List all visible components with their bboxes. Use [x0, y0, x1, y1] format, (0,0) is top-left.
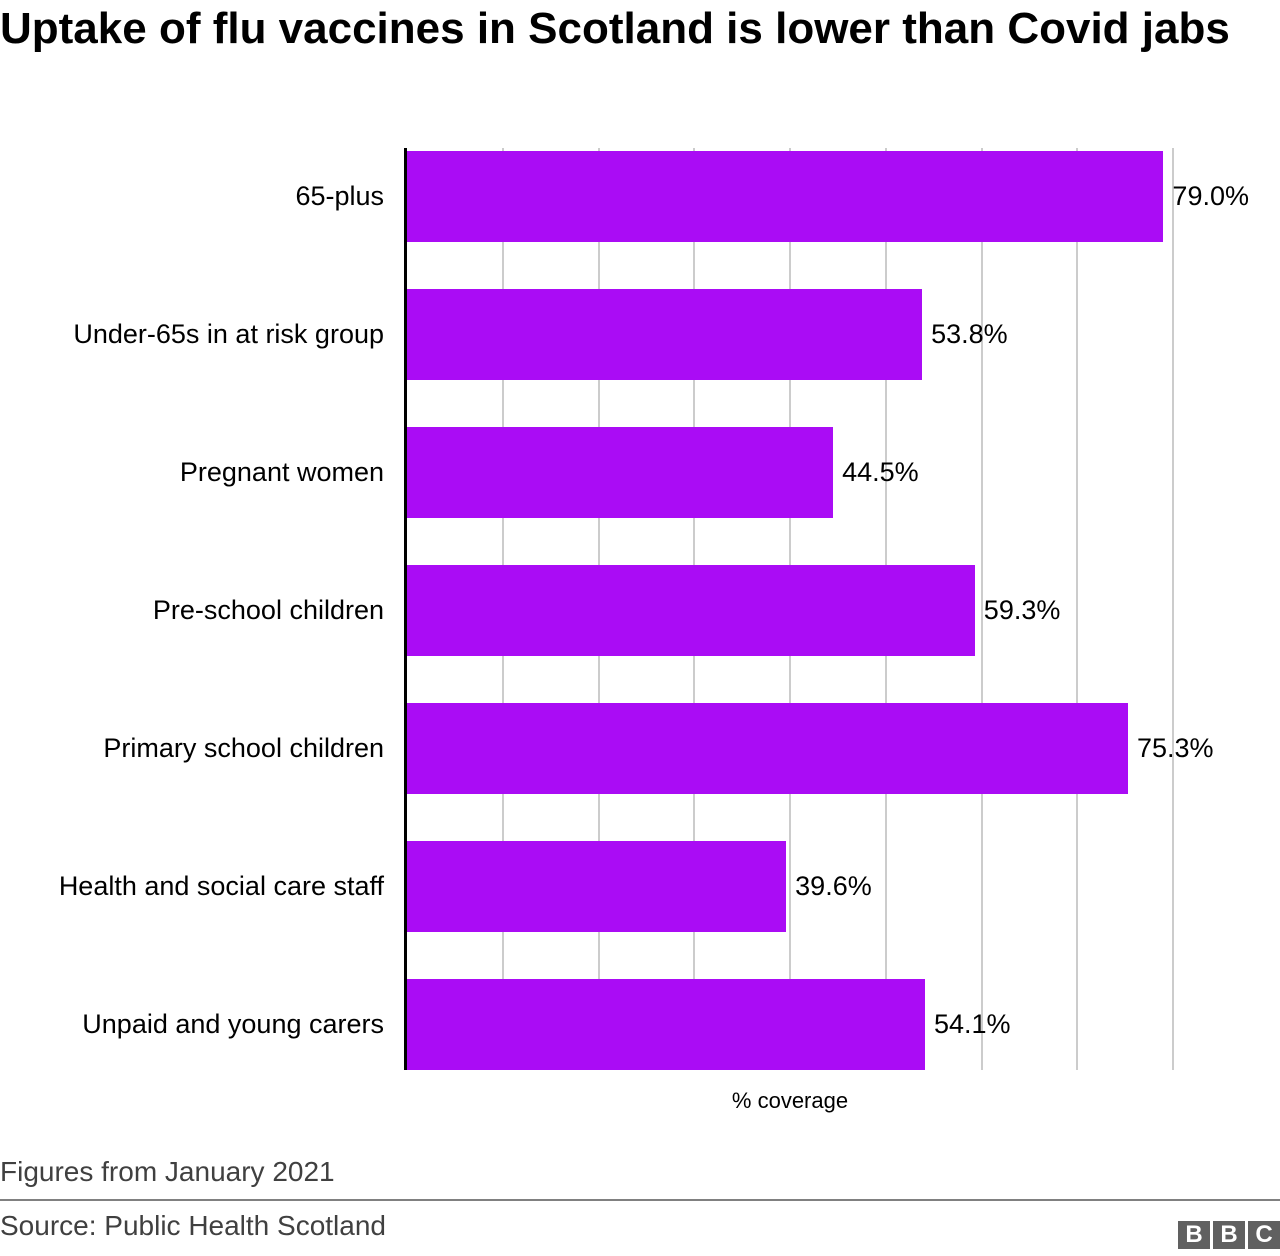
bar: [407, 703, 1128, 794]
source-text: Source: Public Health Scotland: [0, 1210, 386, 1241]
bar: [407, 427, 834, 518]
bar: [407, 289, 923, 380]
logo-letter: C: [1248, 1221, 1280, 1249]
y-axis-line: [404, 148, 407, 1070]
category-label: Unpaid and young carers: [82, 1009, 384, 1039]
value-label: 39.6%: [795, 871, 872, 901]
chart-title: Uptake of flu vaccines in Scotland is lo…: [0, 4, 1230, 53]
value-label: 54.1%: [934, 1009, 1011, 1039]
value-label: 75.3%: [1136, 733, 1214, 763]
value-label: 53.8%: [931, 319, 1008, 349]
category-label: 65-plus: [295, 181, 384, 211]
gridline: [980, 148, 983, 1070]
gridline: [1172, 148, 1174, 1070]
logo-letter: B: [1213, 1221, 1245, 1249]
bbc-logo: B B C: [1178, 1221, 1280, 1249]
category-label: Pregnant women: [179, 457, 384, 487]
gridline: [1076, 148, 1079, 1070]
bar: [407, 151, 1164, 242]
logo-letter: B: [1178, 1221, 1210, 1249]
chart-note: Figures from January 2021: [0, 1156, 335, 1187]
category-label: Pre-school children: [152, 595, 384, 625]
value-label: 59.3%: [983, 595, 1061, 625]
bar: [407, 565, 975, 656]
bar: [407, 979, 925, 1070]
category-label: Primary school children: [103, 733, 384, 763]
value-label: 44.5%: [842, 457, 919, 487]
category-label: Health and social care staff: [58, 871, 384, 901]
footer-divider: [0, 1199, 1280, 1201]
x-axis-label: % coverage: [731, 1088, 849, 1113]
category-label: Under-65s in at risk group: [73, 319, 384, 349]
value-label: 79.0%: [1172, 181, 1249, 211]
bar: [407, 841, 787, 932]
